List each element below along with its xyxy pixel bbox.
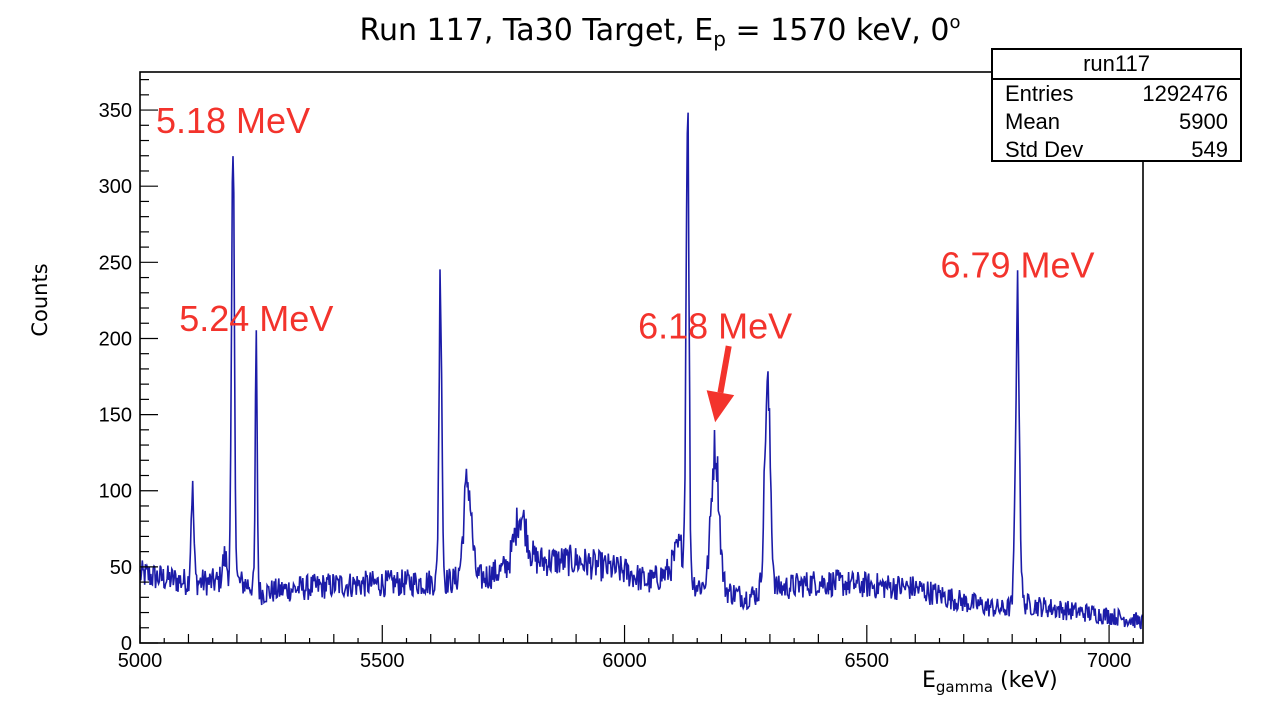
peak-annotation: 5.24 MeV — [179, 298, 333, 339]
stats-value: 5900 — [1179, 109, 1228, 134]
chart-title: Run 117, Ta30 Target, Ep = 1570 keV, 0o — [359, 12, 961, 51]
y-tick-label: 150 — [99, 405, 132, 427]
x-tick-label: 6000 — [602, 650, 647, 672]
peak-annotation: 5.18 MeV — [156, 100, 310, 141]
x-tick-label: 5500 — [360, 650, 405, 672]
stats-row-entries: Entries 1292476 — [993, 80, 1240, 108]
stats-title: run117 — [993, 50, 1240, 80]
arrow-shaft — [717, 345, 732, 394]
spectrum-line — [139, 112, 1144, 630]
stats-label: Std Dev — [1005, 137, 1084, 162]
stats-label: Entries — [1005, 81, 1074, 106]
x-axis-label: Egamma (keV) — [922, 668, 1058, 696]
stats-label: Mean — [1005, 109, 1061, 134]
stats-box: run117 Entries 1292476 Mean 5900 Std Dev… — [991, 48, 1242, 162]
x-tick-label: 7000 — [1087, 650, 1132, 672]
arrow-head — [706, 390, 735, 423]
x-tick-label: 5000 — [118, 650, 163, 672]
peak-annotation: 6.18 MeV — [638, 305, 792, 346]
y-tick-label: 100 — [99, 481, 132, 503]
y-tick-label: 200 — [99, 328, 132, 350]
stats-value: 1292476 — [1142, 81, 1228, 106]
y-axis-label: Counts — [28, 263, 52, 337]
x-tick-label: 6500 — [845, 650, 890, 672]
stats-value: 549 — [1191, 137, 1228, 162]
y-tick-label: 250 — [99, 252, 132, 274]
y-tick-label: 350 — [99, 100, 132, 122]
stats-row-mean: Mean 5900 — [993, 108, 1240, 136]
y-tick-label: 0 — [121, 633, 132, 655]
y-tick-label: 300 — [99, 176, 132, 198]
stats-row-stddev: Std Dev 549 — [993, 136, 1240, 164]
peak-annotation: 6.79 MeV — [940, 245, 1094, 286]
y-tick-label: 50 — [110, 557, 132, 579]
plot-frame — [139, 71, 1144, 644]
